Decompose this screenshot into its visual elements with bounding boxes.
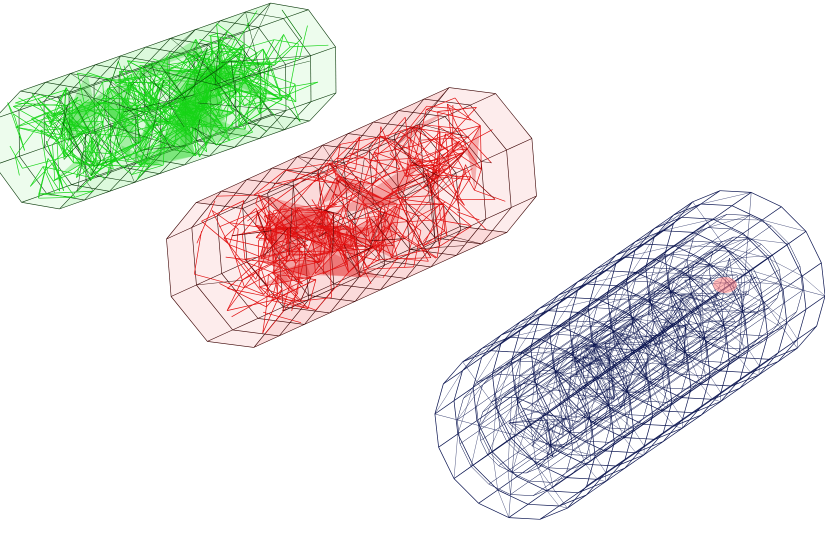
blue-wireframe-cylinder xyxy=(434,190,825,520)
red-wireframe-mesh xyxy=(166,87,537,348)
green-wireframe-mesh xyxy=(0,2,337,210)
